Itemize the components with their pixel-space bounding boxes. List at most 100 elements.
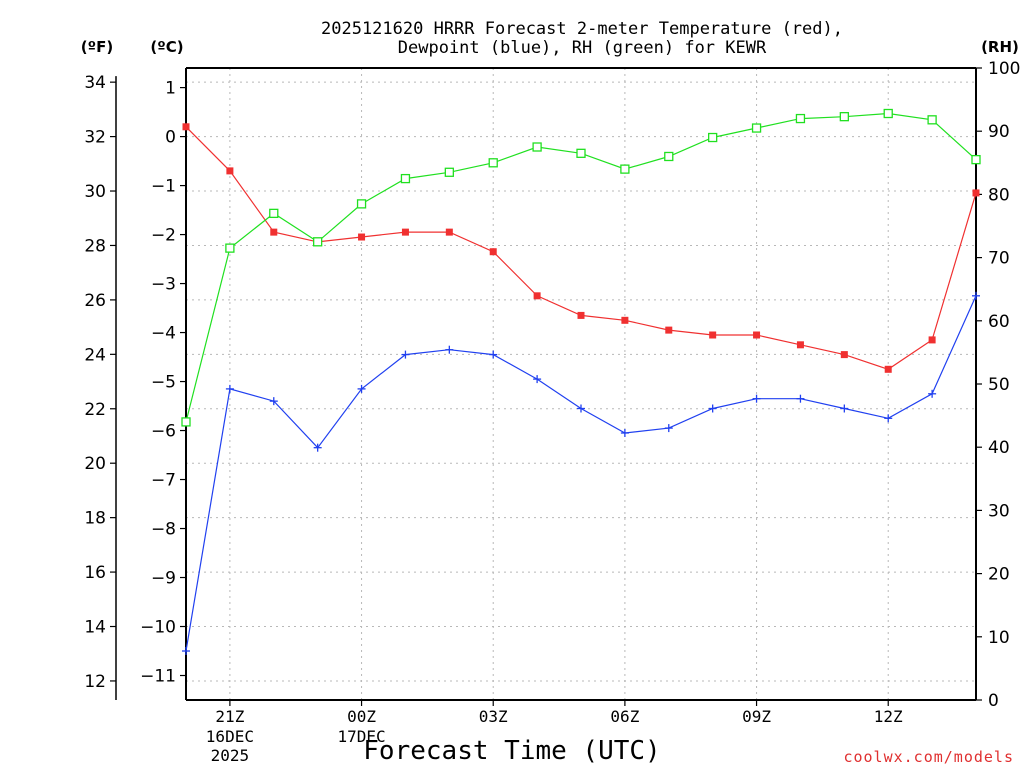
celsius-tick-label: 0	[165, 128, 176, 148]
dewpoint-point-38	[972, 291, 980, 300]
dewpoint-point-25	[401, 350, 410, 359]
fahrenheit-tick-label: 34	[84, 73, 106, 93]
dewpoint-point-29	[577, 404, 585, 413]
fahrenheit-tick-label: 16	[84, 563, 106, 583]
x-tick-year-label: 2025	[211, 746, 250, 765]
rh-point-30	[620, 164, 630, 174]
celsius-tick-label: −1	[151, 177, 176, 197]
x-tick-date-label: 16DEC	[206, 727, 254, 746]
celsius-tick-label: −9	[151, 569, 176, 589]
dewpoint-point-35	[840, 404, 849, 413]
grid-lines	[186, 68, 976, 700]
temperature-point-35	[840, 351, 848, 359]
celsius-tick-label: −7	[151, 471, 176, 491]
rh-point-38	[971, 154, 981, 165]
rh-point-23	[313, 237, 323, 247]
rh-point-35	[839, 112, 849, 122]
fahrenheit-tick-label: 30	[84, 182, 106, 202]
rh-point-37	[927, 115, 937, 125]
rh-point-26	[444, 167, 454, 177]
dewpoint-point-23	[313, 443, 322, 452]
temperature-point-27	[489, 248, 497, 256]
x-tick-label: 12Z	[874, 707, 903, 726]
rh-tick-label: 70	[988, 249, 1010, 269]
dewpoint-point-20	[182, 647, 190, 656]
rh-line	[185, 112, 977, 423]
fahrenheit-axis-label: (ºF)	[81, 38, 113, 56]
rh-tick-label: 50	[988, 375, 1010, 395]
rh-tick-label: 90	[988, 122, 1010, 142]
fahrenheit-tick-label: 22	[84, 400, 106, 420]
dewpoint-point-21	[225, 384, 234, 393]
temperature-point-20	[182, 123, 190, 131]
credit-text: coolwx.com/models	[843, 748, 1014, 766]
temperature-point-30	[621, 316, 629, 324]
temperature-point-25	[401, 228, 409, 236]
x-tick-label: 00Z	[347, 707, 376, 726]
dewpoint-point-32	[708, 404, 717, 413]
temperature-point-31	[665, 326, 673, 334]
series-layer	[181, 108, 981, 656]
celsius-tick-label: −3	[151, 275, 176, 295]
celsius-tick-label: −4	[151, 324, 176, 344]
dewpoint-point-27	[489, 350, 498, 359]
fahrenheit-tick-label: 20	[84, 454, 106, 474]
temperature-line	[185, 126, 977, 370]
temperature-point-26	[445, 228, 453, 236]
rh-tick-label: 80	[988, 185, 1010, 205]
temperature-point-24	[358, 233, 366, 241]
dewpoint-point-34	[796, 394, 805, 403]
rh-tick-label: 20	[988, 565, 1010, 585]
temperature-point-32	[709, 331, 717, 339]
dewpoint-point-33	[752, 394, 761, 403]
chart-title-line2: Dewpoint (blue), RH (green) for KEWR	[398, 38, 767, 58]
celsius-tick-label: −5	[151, 373, 176, 393]
x-tick-label: 09Z	[742, 707, 771, 726]
dewpoint-point-26	[445, 345, 454, 354]
x-axis-title: Forecast Time (UTC)	[363, 736, 660, 766]
fahrenheit-tick-label: 14	[84, 618, 106, 638]
dewpoint-line	[185, 295, 977, 652]
axes: 121416182022242628303234−11−10−9−8−7−6−5…	[84, 59, 1020, 765]
rh-tick-label: 0	[988, 691, 999, 711]
temperature-point-22	[270, 228, 278, 236]
rh-tick-label: 40	[988, 438, 1010, 458]
fahrenheit-tick-label: 24	[84, 345, 106, 365]
rh-tick-label: 100	[988, 59, 1020, 79]
rh-point-32	[708, 132, 718, 143]
temperature-point-28	[533, 292, 541, 300]
rh-point-22	[269, 208, 279, 219]
temperature-point-37	[928, 336, 936, 344]
x-tick-date-label: 17DEC	[337, 727, 385, 746]
rh-point-36	[883, 108, 893, 119]
fahrenheit-tick-label: 12	[84, 672, 106, 692]
rh-point-28	[532, 142, 542, 152]
dewpoint-point-31	[664, 424, 673, 433]
rh-axis-label: (RH)	[981, 38, 1019, 56]
rh-tick-label: 30	[988, 501, 1010, 521]
fahrenheit-tick-label: 26	[84, 291, 106, 311]
celsius-axis-label: (ºC)	[150, 38, 183, 56]
celsius-tick-label: −2	[151, 226, 176, 246]
dewpoint-point-28	[533, 375, 542, 384]
temperature-point-29	[577, 311, 585, 319]
fahrenheit-tick-label: 32	[84, 128, 106, 148]
celsius-tick-label: −6	[151, 422, 176, 442]
temperature-point-34	[796, 341, 804, 349]
dewpoint-point-36	[884, 414, 893, 423]
rh-point-25	[400, 173, 411, 184]
celsius-tick-label: −8	[151, 520, 176, 540]
rh-point-34	[795, 113, 806, 124]
rh-point-31	[664, 151, 674, 162]
x-tick-label: 21Z	[215, 707, 244, 726]
rh-point-20	[181, 417, 191, 427]
rh-point-21	[225, 243, 235, 253]
rh-tick-label: 60	[988, 312, 1010, 332]
temperature-point-33	[753, 331, 761, 339]
celsius-tick-label: −11	[140, 667, 176, 687]
chart-title-line1: 2025121620 HRRR Forecast 2-meter Tempera…	[321, 19, 843, 39]
rh-point-29	[576, 148, 586, 158]
rh-point-24	[356, 199, 367, 209]
dewpoint-point-22	[269, 397, 278, 406]
